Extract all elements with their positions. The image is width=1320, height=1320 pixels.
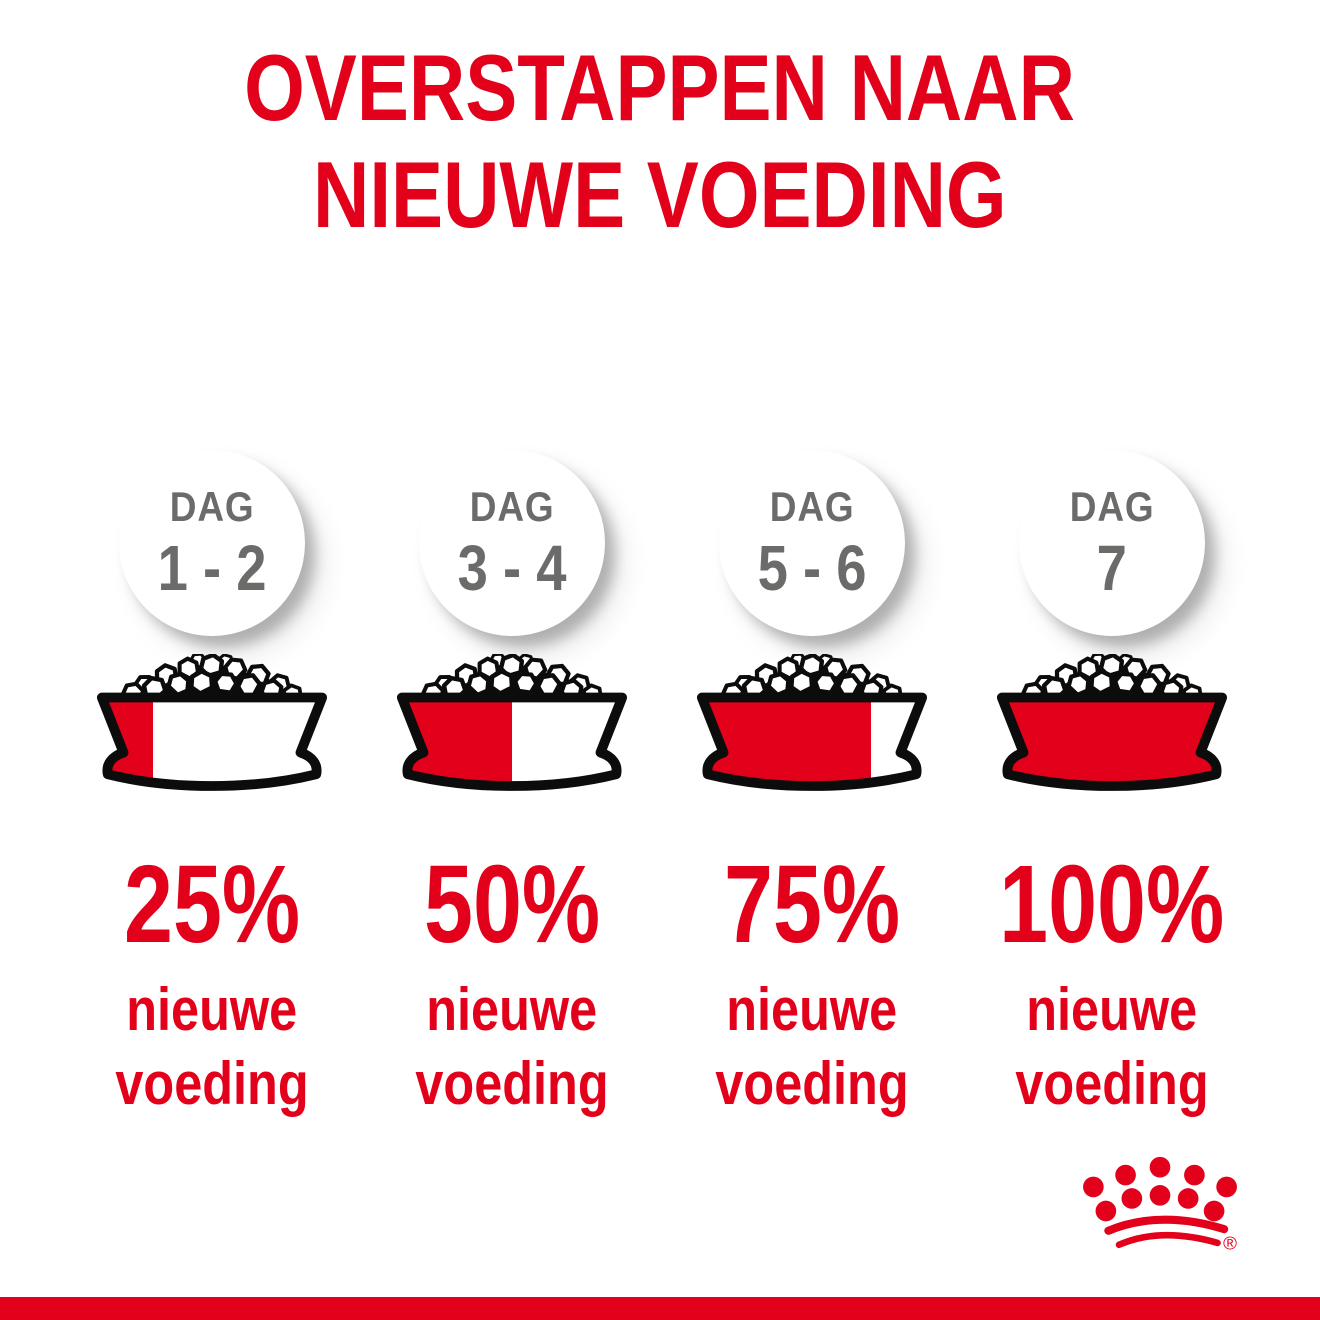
day-label: DAG (1069, 483, 1155, 530)
brand-color-bar (0, 1297, 1320, 1320)
food-label-line-2: voeding (1015, 1050, 1209, 1117)
day-label: DAG (469, 483, 555, 530)
day-badge: DAG 5 - 6 (719, 450, 905, 636)
food-label-line-1: nieuwe (126, 976, 298, 1043)
food-bowl-icon (94, 654, 330, 802)
new-food-percentage: 25% (123, 843, 301, 966)
new-food-percentage: 50% (423, 843, 601, 966)
royal-canin-crown-logo: ® (1083, 1156, 1237, 1253)
food-label-line-2: voeding (715, 1050, 909, 1117)
transition-step-day-7: DAG 7 100% nieuwe voeding (962, 450, 1262, 1116)
page-title-line-2: NIEUWE VOEDING (313, 142, 1007, 247)
day-badge: DAG 1 - 2 (119, 450, 305, 636)
food-label-line-2: voeding (115, 1050, 309, 1117)
new-food-percentage: 100% (999, 843, 1225, 966)
day-badge: DAG 3 - 4 (419, 450, 605, 636)
food-label-line-1: nieuwe (1026, 976, 1198, 1043)
day-range: 7 (1096, 532, 1128, 604)
day-badge: DAG 7 (1019, 450, 1205, 636)
food-bowl-icon (394, 654, 630, 802)
day-label: DAG (169, 483, 255, 530)
new-food-percentage: 75% (723, 843, 901, 966)
transition-step-day-5-6: DAG 5 - 6 75% nieuwe voeding (662, 450, 962, 1116)
food-label-line-1: nieuwe (726, 976, 898, 1043)
food-label-line-2: voeding (415, 1050, 609, 1117)
day-range: 3 - 4 (457, 532, 567, 604)
transition-step-day-3-4: DAG 3 - 4 50% nieuwe voeding (362, 450, 662, 1116)
transition-step-day-1-2: DAG 1 - 2 25% nieuwe voeding (62, 450, 362, 1116)
registered-trademark-symbol: ® (1223, 1232, 1237, 1253)
food-bowl-icon (994, 654, 1230, 802)
food-bowl-icon (694, 654, 930, 802)
day-range: 5 - 6 (757, 532, 867, 604)
page-title-line-1: OVERSTAPPEN NAAR (244, 35, 1076, 140)
page-title: OVERSTAPPEN NAAR NIEUWE VOEDING (0, 34, 1320, 248)
day-label: DAG (769, 483, 855, 530)
food-label-line-1: nieuwe (426, 976, 598, 1043)
day-range: 1 - 2 (157, 532, 267, 604)
